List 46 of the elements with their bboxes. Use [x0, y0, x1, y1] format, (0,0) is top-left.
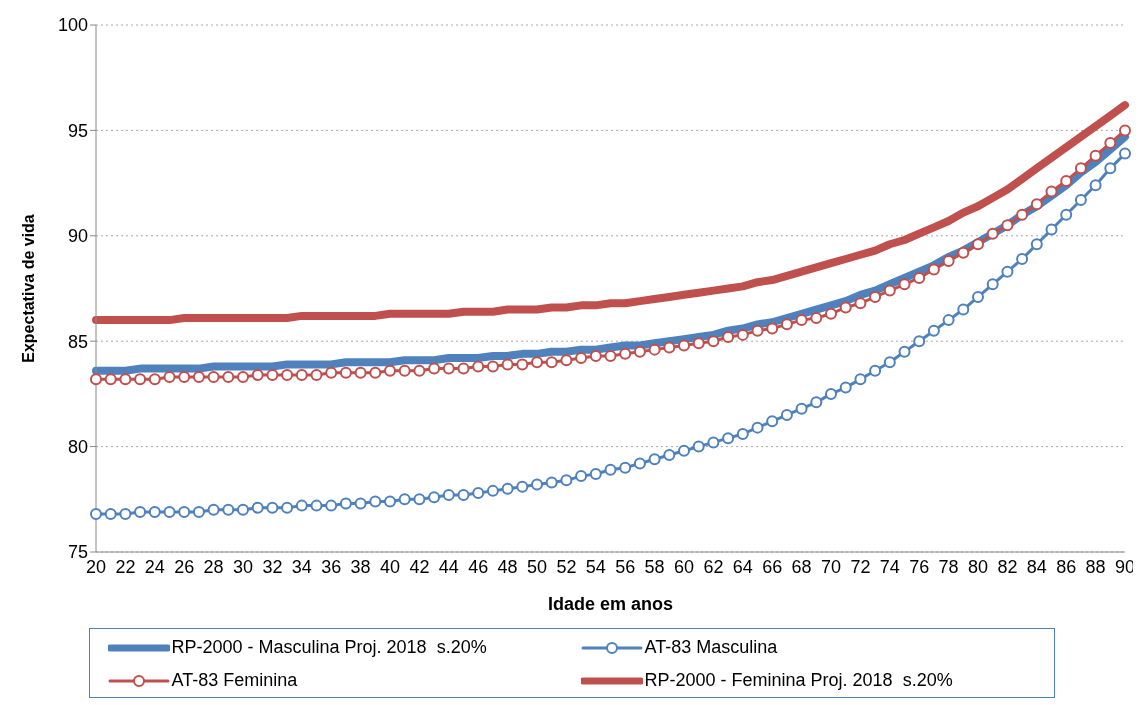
y-tick-label: 100: [57, 15, 88, 36]
x-tick-label: 52: [556, 556, 577, 577]
x-tick-label: 26: [174, 556, 195, 577]
x-tick-label: 72: [850, 556, 871, 577]
x-tick-label: 74: [879, 556, 900, 577]
legend-label: AT-83 Feminina: [171, 670, 298, 691]
x-tick-label: 44: [438, 556, 459, 577]
x-tick-label: 80: [967, 556, 989, 577]
x-tick-label: 22: [115, 556, 136, 577]
legend-label: RP-2000 - Feminina Proj. 2018 s.20%: [644, 670, 953, 691]
x-tick-label: 82: [997, 556, 1018, 577]
x-tick-label: 76: [909, 556, 930, 577]
x-tick-label: 68: [791, 556, 812, 577]
x-tick-label: 46: [468, 556, 489, 577]
x-tick-label: 70: [820, 556, 842, 577]
x-tick-label: 50: [526, 556, 548, 577]
y-tick-label: 80: [67, 436, 88, 457]
x-tick-label: 78: [938, 556, 959, 577]
y-tick-label: 75: [67, 542, 88, 563]
x-tick-label: 56: [615, 556, 636, 577]
x-tick-label: 88: [1085, 556, 1106, 577]
x-tick-label: 38: [350, 556, 371, 577]
x-tick-label: 42: [409, 556, 430, 577]
x-tick-label: 32: [262, 556, 283, 577]
x-tick-label: 34: [291, 556, 312, 577]
y-tick-label: 95: [67, 120, 88, 141]
x-tick-label: 40: [379, 556, 401, 577]
x-tick-label: 48: [497, 556, 518, 577]
x-tick-label: 64: [732, 556, 753, 577]
x-tick-label: 54: [585, 556, 606, 577]
x-tick-label: 24: [144, 556, 165, 577]
x-axis-title: Idade em anos: [547, 594, 674, 614]
x-tick-label: 36: [321, 556, 342, 577]
x-tick-label: 86: [1056, 556, 1077, 577]
x-tick-label: 28: [203, 556, 224, 577]
x-tick-label: 30: [232, 556, 254, 577]
x-tick-label: 58: [644, 556, 665, 577]
y-tick-label: 90: [67, 226, 88, 247]
x-tick-label: 62: [703, 556, 724, 577]
legend-label: AT-83 Masculina: [644, 637, 778, 658]
legend-label: RP-2000 - Masculina Proj. 2018 s.20%: [171, 637, 487, 658]
y-tick-label: 85: [67, 331, 88, 352]
x-tick-label: 60: [673, 556, 695, 577]
y-axis-title: Expectativa de vida: [19, 214, 37, 363]
x-tick-label: 66: [762, 556, 783, 577]
x-tick-label: 84: [1026, 556, 1047, 577]
